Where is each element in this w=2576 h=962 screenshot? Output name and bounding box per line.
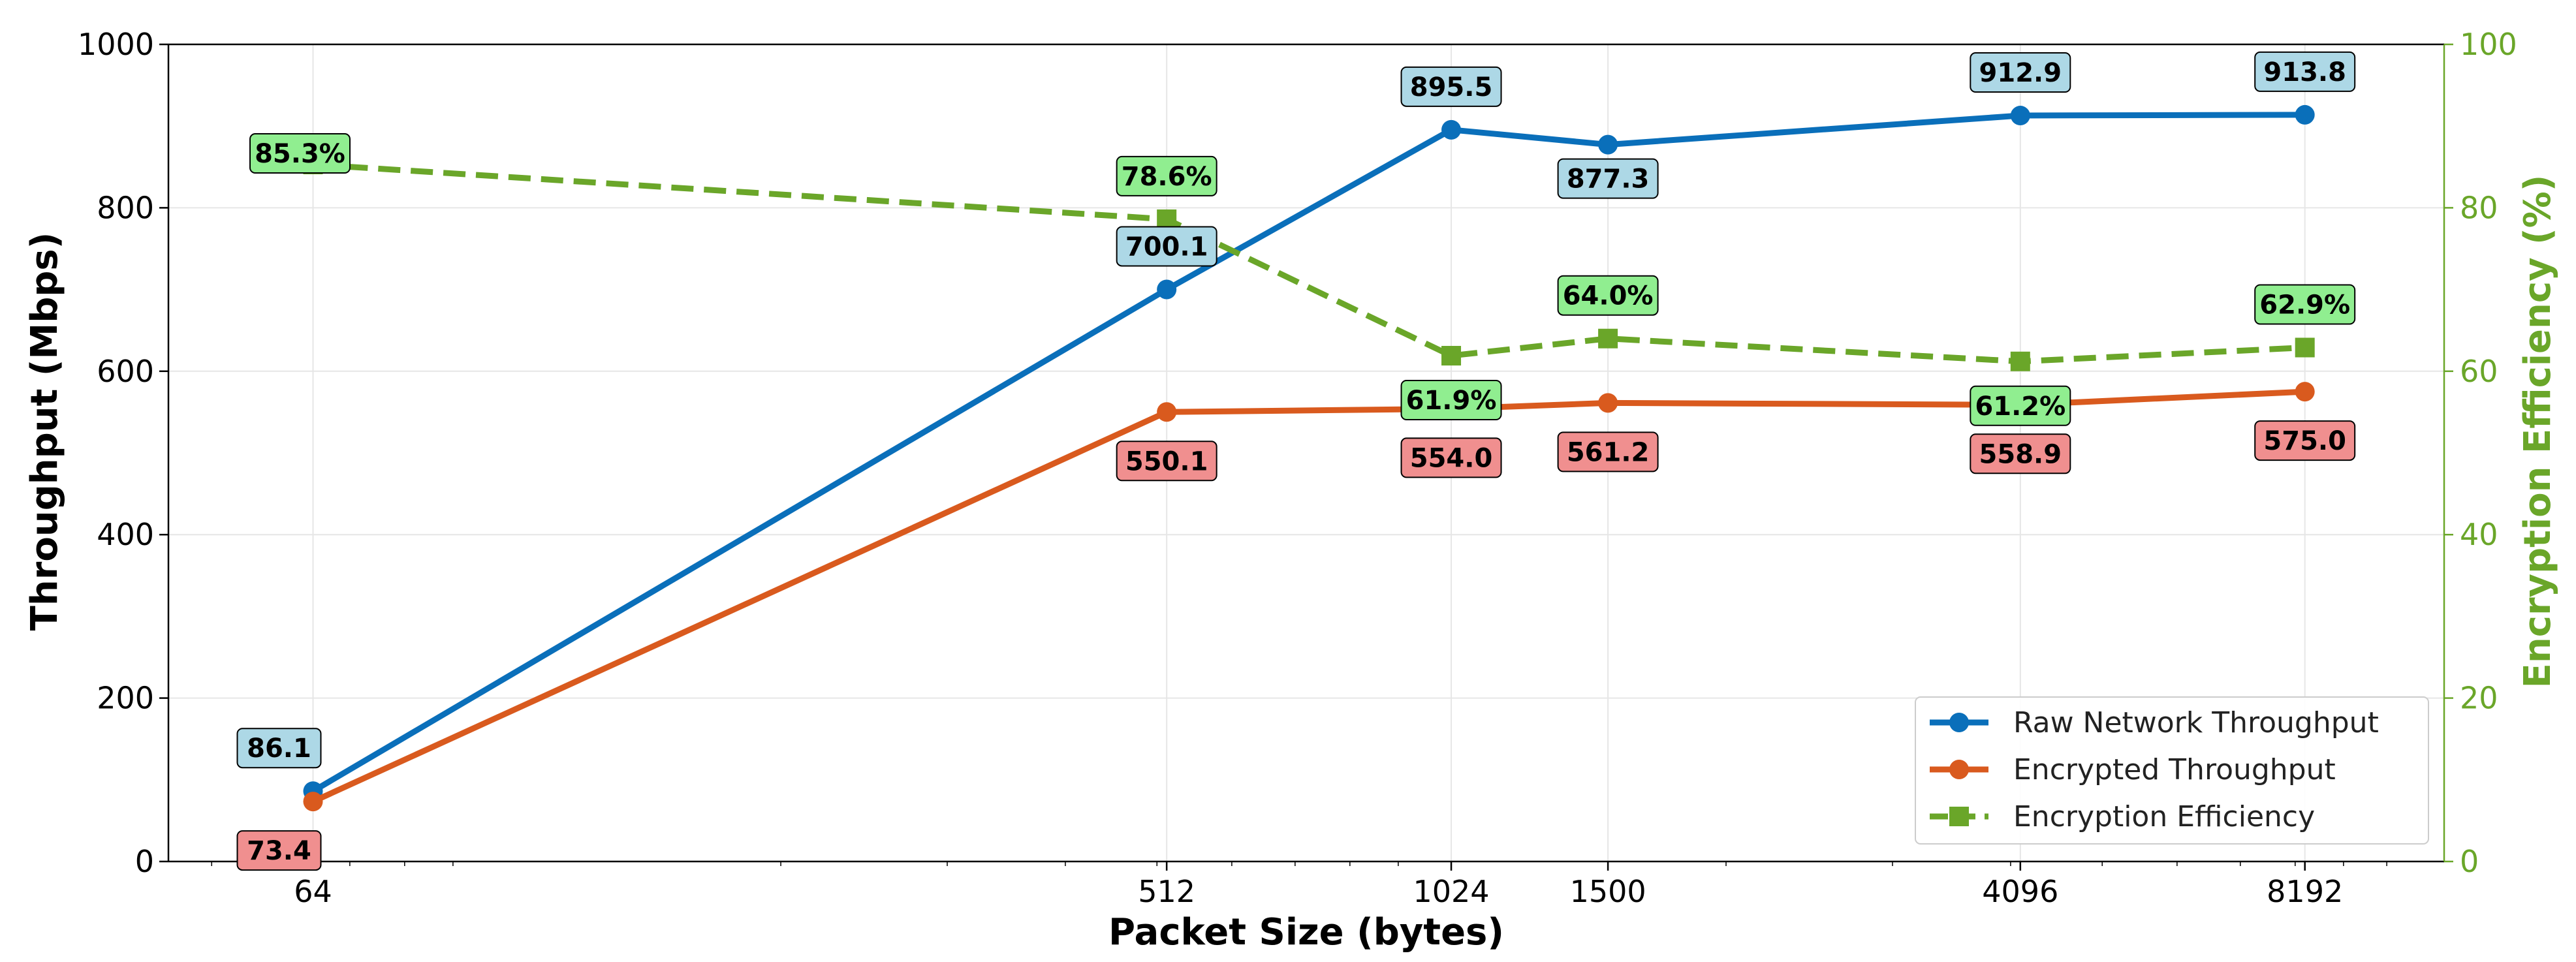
data-label-box bbox=[1116, 155, 1217, 196]
data-label-box bbox=[2254, 420, 2356, 461]
series-marker-0 bbox=[2010, 106, 2030, 126]
series-line-2 bbox=[313, 161, 2305, 365]
series-marker-2 bbox=[1441, 346, 1462, 366]
data-label-text: 62.9% bbox=[2259, 290, 2350, 320]
x-axis: 64 512 1024 1500 4096 8192 bbox=[211, 861, 2387, 909]
data-label-box bbox=[1400, 380, 1502, 421]
data-label-text: 558.9 bbox=[1979, 439, 2062, 469]
data-label-text: 64.0% bbox=[1563, 281, 1654, 311]
x-tick-label: 1024 bbox=[1413, 874, 1490, 909]
legend-swatch-marker bbox=[1949, 713, 1969, 732]
data-label-box bbox=[2254, 51, 2356, 92]
legend-label: Encrypted Throughput bbox=[2013, 753, 2336, 786]
series-marker-0 bbox=[1441, 119, 1462, 140]
y-tick-label: 400 bbox=[97, 517, 154, 552]
y-axis-title: Throughput (Mbps) bbox=[24, 232, 66, 631]
x-tick-label: 4096 bbox=[1982, 874, 2058, 909]
series-marker-0 bbox=[1157, 279, 1177, 300]
y2-tick-label: 20 bbox=[2460, 681, 2498, 716]
data-label-text: 554.0 bbox=[1410, 443, 1493, 473]
data-label-box bbox=[1116, 226, 1217, 267]
data-label-box bbox=[1970, 433, 2071, 474]
data-label-text: 912.9 bbox=[1979, 58, 2062, 88]
data-label-box bbox=[236, 830, 322, 871]
y2-tick-label: 40 bbox=[2460, 517, 2498, 552]
data-label-box bbox=[2254, 284, 2356, 325]
y-tick-label: 800 bbox=[97, 190, 154, 225]
legend-swatch-marker bbox=[1949, 807, 1969, 826]
series-marker-1 bbox=[1598, 393, 1618, 413]
series-marker-2 bbox=[2010, 351, 2030, 371]
x-tick-label: 64 bbox=[294, 874, 332, 909]
data-label-text: 61.9% bbox=[1406, 386, 1497, 416]
data-label-text: 700.1 bbox=[1125, 232, 1208, 262]
right-y-axis: 0 20 40 60 80 100 bbox=[2444, 27, 2517, 879]
data-label-box bbox=[236, 728, 322, 769]
data-label-box bbox=[1557, 158, 1659, 199]
data-label-box bbox=[1557, 275, 1659, 316]
data-label-box bbox=[1400, 66, 1502, 107]
series-line-0 bbox=[311, 112, 2305, 794]
legend-swatch-marker bbox=[1949, 760, 1969, 779]
data-label-box bbox=[1116, 441, 1217, 482]
x-tick-label: 8192 bbox=[2267, 874, 2343, 909]
y-tick-label: 600 bbox=[97, 354, 154, 389]
data-label-text: 575.0 bbox=[2263, 426, 2346, 456]
data-label-box bbox=[1557, 431, 1659, 473]
data-label-text: 913.8 bbox=[2263, 57, 2346, 87]
data-label-text: 877.3 bbox=[1567, 164, 1650, 194]
legend-label: Encryption Efficiency bbox=[2013, 800, 2315, 833]
data-label-text: 78.6% bbox=[1122, 162, 1212, 192]
x-axis-title: Packet Size (bytes) bbox=[1108, 911, 1504, 954]
data-label-text: 85.3% bbox=[255, 139, 345, 169]
series-marker-1 bbox=[2295, 382, 2315, 402]
series-marker-1 bbox=[1157, 402, 1177, 422]
data-label-text: 550.1 bbox=[1125, 446, 1208, 476]
y2-tick-label: 0 bbox=[2460, 844, 2479, 879]
y2-tick-label: 100 bbox=[2460, 27, 2517, 62]
data-label-text: 61.2% bbox=[1975, 392, 2066, 422]
data-label-box bbox=[249, 133, 351, 174]
data-label-text: 86.1 bbox=[247, 734, 311, 764]
series-marker-0 bbox=[1598, 134, 1618, 155]
y2-tick-label: 80 bbox=[2460, 190, 2498, 225]
data-label-text: 895.5 bbox=[1410, 72, 1493, 102]
series-marker-1 bbox=[303, 792, 323, 812]
y-tick-label: 1000 bbox=[78, 27, 154, 62]
series-marker-2 bbox=[1598, 328, 1618, 349]
data-label-box bbox=[1970, 385, 2071, 426]
series-marker-0 bbox=[2295, 104, 2315, 125]
legend-box bbox=[1915, 696, 2429, 845]
y-tick-label: 0 bbox=[135, 844, 154, 879]
data-labels: 86.1 700.1 895.5 877.3 912.9 913.8 73.4 550.1 55… bbox=[236, 51, 2356, 871]
y-tick-label: 200 bbox=[97, 681, 154, 716]
left-y-axis: 0 200 400 600 800 1000 bbox=[78, 27, 168, 879]
legend-label: Raw Network Throughput bbox=[2013, 706, 2379, 739]
legend: Raw Network Throughput Encrypted Throughp… bbox=[1915, 696, 2429, 845]
y2-axis-title: Encryption Efficiency (%) bbox=[2517, 175, 2559, 689]
plot-frame bbox=[167, 43, 2445, 863]
x-tick-label: 512 bbox=[1138, 874, 1195, 909]
series-marker-2 bbox=[2295, 337, 2315, 358]
data-label-text: 73.4 bbox=[247, 836, 311, 866]
series-marker-2 bbox=[1157, 209, 1177, 229]
data-label-text: 561.2 bbox=[1567, 437, 1650, 467]
x-tick-label: 1500 bbox=[1570, 874, 1646, 909]
data-label-box bbox=[1970, 52, 2071, 93]
y2-tick-label: 60 bbox=[2460, 354, 2498, 389]
data-label-box bbox=[1400, 437, 1502, 478]
